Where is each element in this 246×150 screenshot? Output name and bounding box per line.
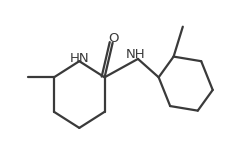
- Text: HN: HN: [69, 52, 89, 65]
- Text: O: O: [108, 32, 119, 45]
- Text: NH: NH: [126, 48, 145, 61]
